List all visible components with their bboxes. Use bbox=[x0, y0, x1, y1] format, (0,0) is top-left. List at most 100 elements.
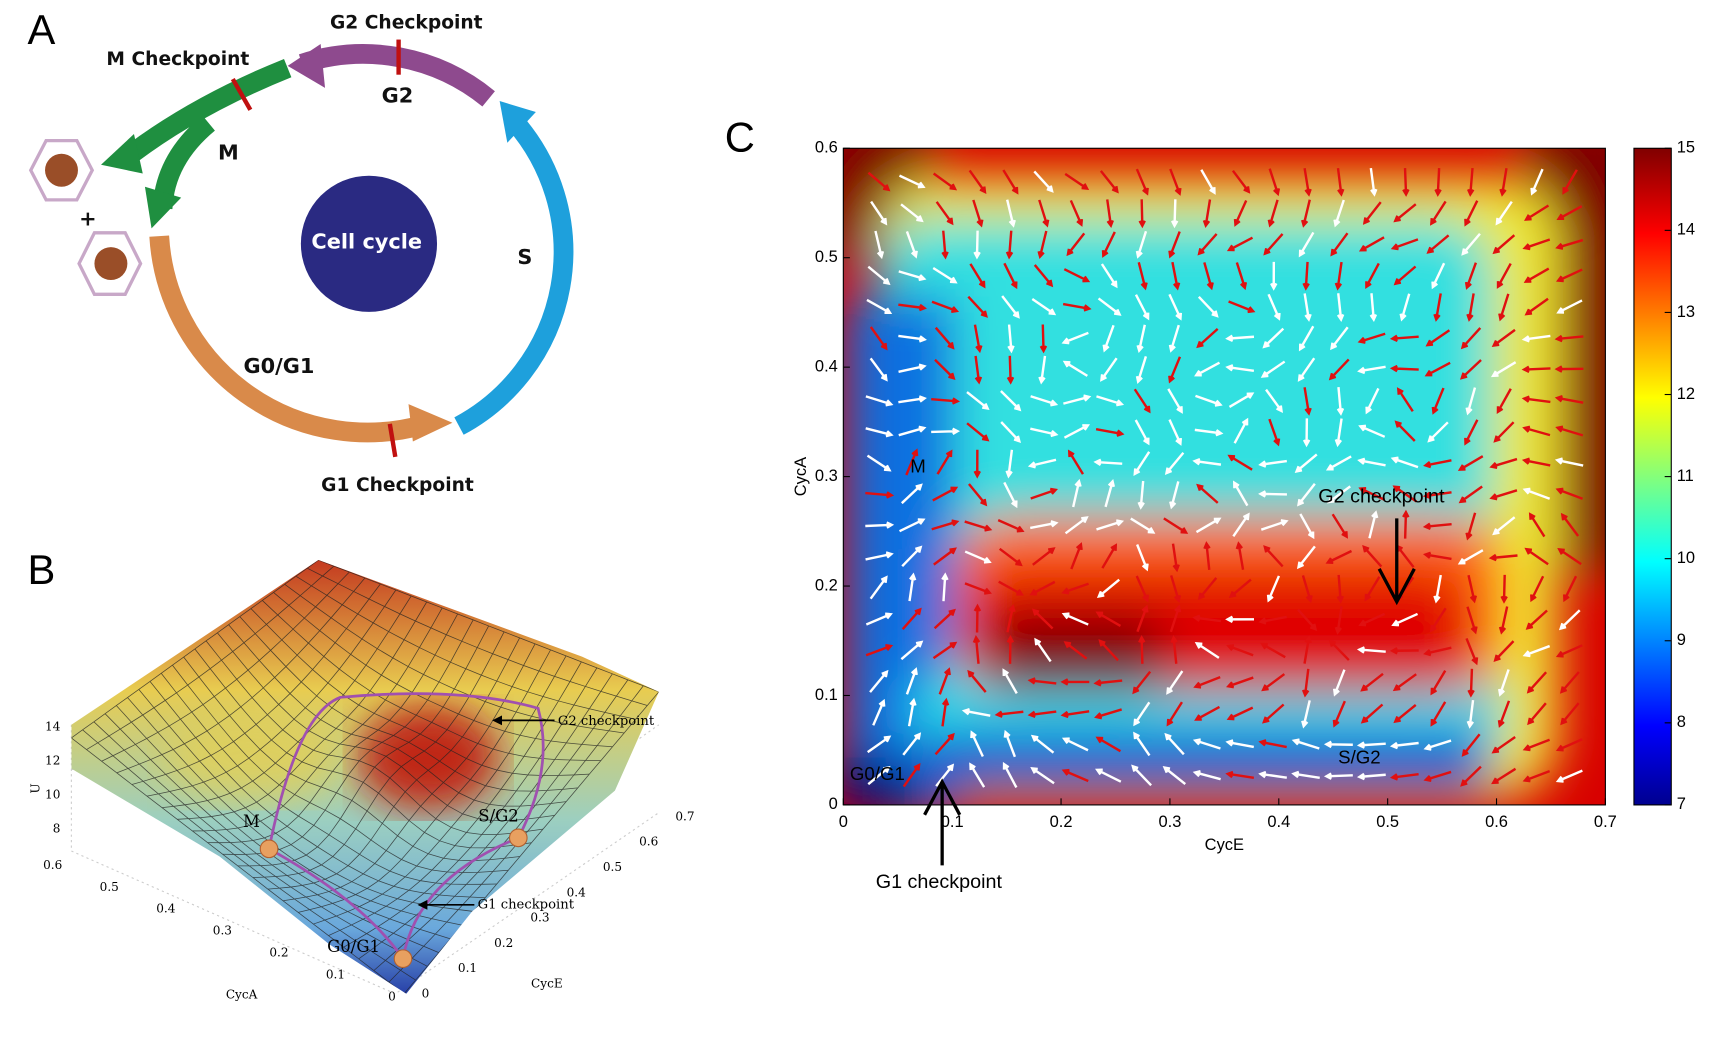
colorbar-tick-label: 11 bbox=[1677, 467, 1694, 485]
flow-arrow bbox=[1197, 296, 1219, 318]
flow-arrow bbox=[1498, 293, 1510, 322]
flow-arrow bbox=[1267, 199, 1279, 228]
flow-arrow bbox=[1556, 299, 1583, 314]
flow-arrow bbox=[1194, 705, 1221, 721]
flow-arrow bbox=[1358, 487, 1386, 501]
arrowhead bbox=[287, 43, 326, 88]
flow-arrow bbox=[1423, 646, 1452, 657]
flow-arrow bbox=[1554, 395, 1584, 404]
flow-arrow bbox=[1030, 766, 1055, 785]
flow-arrow bbox=[1521, 395, 1551, 404]
flow-arrow bbox=[1389, 741, 1419, 750]
flow-arrow bbox=[1524, 547, 1549, 566]
flow-arrow bbox=[1003, 729, 1017, 758]
mesh-line bbox=[267, 637, 520, 890]
flow-arrow bbox=[1030, 427, 1059, 438]
y-tick-label: 0.6 bbox=[815, 139, 838, 157]
mesh-line bbox=[237, 625, 489, 867]
flow-arrow bbox=[1101, 231, 1116, 258]
flow-arrow bbox=[1133, 388, 1151, 414]
flow-arrow bbox=[1332, 669, 1346, 697]
flow-arrow bbox=[1330, 326, 1349, 351]
flow-arrow bbox=[1298, 231, 1315, 258]
g0g1-arc bbox=[149, 235, 426, 443]
flow-arrow bbox=[1094, 708, 1123, 720]
flow-arrow bbox=[1225, 770, 1255, 779]
flow-arrow bbox=[1426, 234, 1450, 254]
flow-arrow bbox=[1333, 199, 1345, 228]
flow-arrow bbox=[1031, 608, 1054, 630]
x-tick-label: 0 bbox=[422, 986, 430, 1000]
flow-arrow bbox=[1554, 365, 1584, 373]
flow-arrow bbox=[1133, 701, 1151, 727]
flow-arrow bbox=[1006, 634, 1015, 664]
flow-arrow bbox=[1297, 483, 1316, 507]
phase-label: G0/G1 bbox=[243, 354, 314, 378]
flow-arrow bbox=[1061, 612, 1089, 626]
flow-arrow bbox=[866, 454, 892, 472]
flow-arrow bbox=[1228, 392, 1255, 409]
flow-arrow bbox=[1233, 480, 1249, 507]
flow-arrow bbox=[1458, 485, 1483, 504]
flow-arrow bbox=[1260, 360, 1286, 378]
flow-arrow bbox=[1301, 199, 1311, 228]
flow-arrow bbox=[1555, 425, 1584, 437]
flow-arrow bbox=[1368, 510, 1379, 539]
flow-arrow bbox=[1164, 451, 1185, 475]
flow-arrow bbox=[902, 732, 922, 756]
flow-arrow bbox=[1170, 199, 1179, 229]
flow-arrow bbox=[1002, 169, 1019, 195]
y-tick-label: 0.2 bbox=[815, 576, 838, 594]
y-axis-label: CycA bbox=[792, 457, 810, 496]
flow-arrow bbox=[1197, 233, 1218, 256]
y-tick-label: 0.2 bbox=[269, 946, 288, 960]
flow-arrow bbox=[1168, 293, 1183, 321]
flow-arrow bbox=[1100, 357, 1118, 382]
flow-arrow bbox=[1166, 701, 1183, 727]
flow-arrow bbox=[1557, 547, 1582, 566]
flow-arrow bbox=[938, 667, 951, 695]
mesh-line bbox=[262, 600, 601, 761]
flow-arrow bbox=[1170, 575, 1182, 604]
flow-arrow bbox=[964, 550, 992, 564]
flow-arrow bbox=[1555, 738, 1583, 752]
flow-arrow bbox=[1235, 262, 1248, 291]
flow-arrow bbox=[1434, 167, 1442, 197]
flow-arrow bbox=[1360, 703, 1384, 724]
mesh-line bbox=[273, 592, 613, 748]
flow-arrow bbox=[1135, 356, 1148, 384]
flow-arrow bbox=[1323, 740, 1353, 749]
flow-arrow bbox=[1334, 606, 1343, 635]
flow-arrow bbox=[1493, 421, 1515, 443]
flow-arrow bbox=[1389, 772, 1419, 781]
flow-arrow bbox=[1430, 701, 1447, 727]
flow-arrow bbox=[1228, 578, 1252, 599]
flow-arrow bbox=[1100, 263, 1118, 289]
x-axis-label: CycE bbox=[531, 976, 563, 990]
z-tick-label: 10 bbox=[45, 788, 60, 802]
flow-arrow bbox=[969, 762, 986, 788]
panel-label: C bbox=[725, 114, 755, 161]
flow-arrow bbox=[1393, 703, 1417, 724]
flow-arrow bbox=[1356, 741, 1386, 749]
flow-arrow bbox=[1522, 770, 1551, 783]
flow-arrow bbox=[1064, 172, 1090, 190]
flow-arrow bbox=[1555, 769, 1583, 783]
flow-arrow bbox=[1360, 672, 1384, 692]
flow-arrow bbox=[869, 357, 888, 382]
flow-arrow bbox=[1096, 578, 1121, 599]
flow-arrow bbox=[1226, 644, 1254, 657]
flow-arrow bbox=[1298, 325, 1315, 352]
flow-arrow bbox=[1098, 639, 1119, 662]
flow-arrow bbox=[1261, 673, 1286, 692]
flow-arrow bbox=[1136, 324, 1146, 354]
flow-arrow bbox=[900, 483, 923, 505]
flow-arrow bbox=[1429, 607, 1447, 633]
mesh-line bbox=[307, 567, 648, 706]
flow-arrow bbox=[1555, 644, 1583, 658]
flow-arrow bbox=[934, 732, 955, 756]
flow-arrow bbox=[1136, 544, 1149, 572]
flow-arrow bbox=[1030, 520, 1059, 530]
flow-arrow bbox=[1066, 232, 1086, 257]
flow-arrow bbox=[898, 334, 927, 343]
